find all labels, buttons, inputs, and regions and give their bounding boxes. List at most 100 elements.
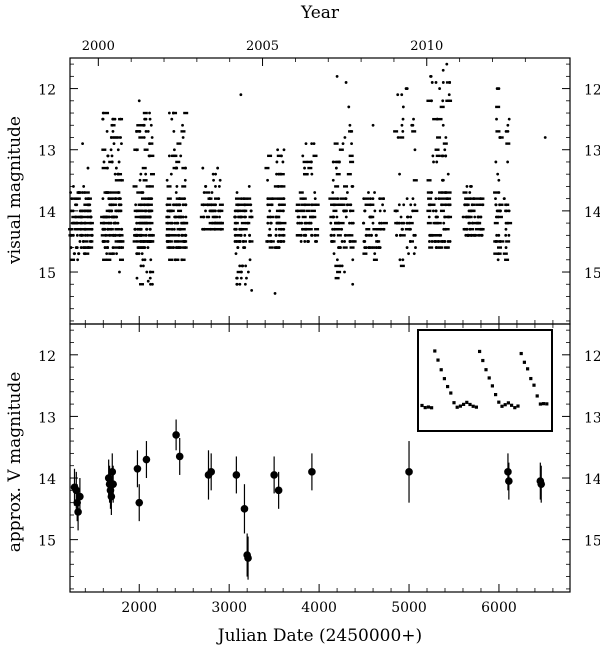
inset-point [503, 403, 507, 407]
observation-point [280, 154, 283, 158]
observation-point [543, 136, 547, 139]
inset-point [474, 405, 478, 409]
observation-point [295, 234, 301, 237]
observation-point [116, 221, 120, 225]
observation-point [277, 246, 281, 249]
observation-point [469, 233, 473, 237]
observation-point [372, 258, 378, 261]
observation-point [109, 148, 113, 152]
observation-point [207, 203, 211, 207]
inset-point [462, 402, 466, 406]
inset-point [513, 406, 517, 410]
observation-point [108, 233, 112, 237]
observation-point [303, 240, 307, 243]
observation-point [167, 111, 171, 115]
observation-point [242, 215, 246, 219]
observation-point [169, 172, 173, 176]
observation-point [105, 129, 109, 133]
observation-point [446, 240, 450, 243]
observation-point [445, 62, 449, 66]
observation-point [177, 209, 183, 213]
observation-point [413, 203, 417, 207]
top-ytick-label-left: 15 [38, 266, 56, 282]
observation-point [240, 221, 246, 225]
observation-point [310, 172, 314, 176]
observation-point [506, 221, 510, 225]
observation-point [105, 215, 111, 219]
observation-point [434, 81, 438, 84]
observation-point [182, 246, 188, 249]
observation-point [335, 172, 341, 176]
observation-point [493, 221, 499, 225]
observation-point [344, 81, 348, 84]
observation-point [435, 246, 438, 249]
observation-point [168, 258, 174, 261]
xtick-label: 3000 [211, 600, 247, 616]
observation-point [137, 221, 143, 225]
observation-point [214, 172, 217, 176]
observation-point [495, 105, 501, 109]
observation-point [218, 203, 224, 206]
observation-point [375, 246, 379, 249]
observation-point [405, 246, 409, 249]
observation-point [117, 160, 121, 164]
observation-point [426, 99, 432, 103]
observation-point [74, 203, 77, 207]
observation-point [236, 270, 242, 274]
observation-point [117, 197, 121, 201]
observation-point [346, 203, 352, 206]
observation-point [110, 215, 113, 219]
observation-point [377, 246, 381, 249]
observation-point [378, 209, 382, 213]
observation-point [183, 221, 189, 225]
inset-point [436, 358, 440, 362]
observation-point [331, 215, 335, 219]
observation-point [339, 221, 345, 225]
observation-point [399, 136, 405, 139]
observation-point [414, 246, 417, 249]
observation-point [114, 179, 120, 182]
observation-point [176, 221, 180, 225]
observation-point [296, 215, 300, 219]
observation-point [306, 240, 310, 243]
observation-point [275, 209, 281, 213]
observation-point [393, 130, 399, 133]
observation-point [339, 197, 345, 200]
observation-point [311, 215, 317, 219]
observation-point [405, 87, 409, 90]
observation-point [235, 276, 239, 280]
photometry-point [244, 554, 252, 562]
observation-point [469, 197, 475, 200]
observation-point [234, 252, 238, 256]
observation-point [108, 209, 112, 213]
observation-point [139, 233, 143, 237]
observation-point [475, 203, 481, 206]
inset-point [468, 402, 472, 407]
observation-point [278, 209, 284, 213]
observation-point [301, 154, 305, 158]
observation-point [175, 160, 181, 164]
photometry-point [405, 468, 413, 476]
observation-point [204, 209, 207, 213]
observation-point [148, 142, 151, 146]
observation-point [174, 191, 178, 194]
observation-point [329, 233, 333, 237]
observation-point [431, 154, 435, 158]
observation-point [442, 221, 446, 225]
inset-point [442, 377, 446, 381]
observation-point [242, 246, 245, 249]
observation-point [142, 123, 146, 127]
observation-point [266, 178, 269, 182]
observation-point [504, 209, 508, 213]
observation-point [143, 203, 149, 206]
observation-point [84, 252, 90, 255]
observation-point [236, 203, 242, 206]
observation-point [282, 148, 286, 152]
observation-point [345, 234, 351, 237]
observation-point [142, 179, 148, 182]
observation-point [220, 221, 223, 225]
observation-point [115, 228, 121, 231]
observation-point [268, 246, 274, 249]
observation-point [312, 142, 316, 146]
observation-point [470, 185, 473, 188]
